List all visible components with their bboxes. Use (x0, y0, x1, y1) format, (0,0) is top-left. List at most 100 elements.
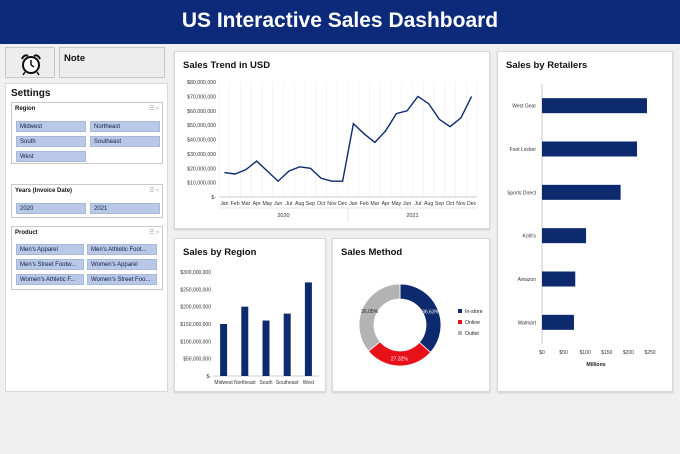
slicer-filter-icons[interactable]: ☰ ▿ (148, 230, 159, 236)
y-tick-label: $50,000,000 (183, 357, 211, 363)
sales-method-title: Sales Method (341, 247, 403, 258)
x-tick-label: Jul (415, 201, 422, 207)
region-bar (283, 313, 291, 376)
region-slicer: Region ☰ ▿ Midwest Northeast South South… (11, 102, 163, 164)
y-tick-label: $30,000,000 (187, 152, 216, 158)
y-tick-label: $60,000,000 (187, 109, 216, 115)
y-tick-label: Amazon (518, 277, 537, 283)
year-label: 2020 (277, 213, 289, 219)
alarm-clock-icon (21, 54, 41, 76)
product-slicer: Product ☰ ▿ Men's Apparel Men's Athletic… (11, 226, 163, 290)
region-bar (262, 320, 270, 376)
y-tick-label: Walmart (518, 320, 537, 326)
region-chip-southeast[interactable]: Southeast (90, 136, 160, 147)
product-chip[interactable]: Men's Street Footw... (16, 259, 84, 270)
years-slicer-label: Years (Invoice Date) (15, 188, 73, 194)
slicer-filter-icons[interactable]: ☰ ▿ (148, 188, 159, 194)
x-tick-label: Sep (306, 201, 315, 207)
sales-method-panel: Sales Method 36.63% 27.32% 36.05% In-store O… (332, 238, 490, 392)
y-tick-label: $50,000,000 (187, 123, 216, 129)
x-tick-label: Southeast (276, 380, 299, 386)
sales-retailers-panel: Sales by Retailers West Gear Foot Locker S… (497, 51, 673, 392)
x-tick-label: Aug (424, 201, 433, 207)
product-chip[interactable]: Women's Athletic F... (16, 274, 84, 285)
region-slicer-label: Region (15, 106, 36, 112)
alarm-clock-button[interactable] (5, 47, 55, 78)
x-tick-label: Jun (274, 201, 282, 207)
sales-trend-panel: Sales Trend in USD $- $10,000,000 $20,000,… (174, 51, 490, 229)
retailer-bar (542, 184, 621, 200)
sales-trend-title: Sales Trend in USD (183, 60, 271, 71)
x-tick-label: South (259, 380, 272, 386)
region-chip-south[interactable]: South (16, 136, 86, 147)
x-tick-label: Mar (370, 201, 379, 207)
region-chip-west[interactable]: West (16, 151, 86, 162)
retailer-bar (542, 228, 587, 244)
donut-slice (399, 283, 442, 353)
x-tick-label: $0 (539, 350, 545, 356)
sales-retailers-title: Sales by Retailers (506, 60, 588, 71)
x-tick-label: Mar (241, 201, 250, 207)
year-chip-2020[interactable]: 2020 (16, 203, 86, 214)
x-tick-label: $250 (644, 350, 655, 356)
x-tick-label: Dec (467, 201, 477, 207)
x-tick-label: Apr (382, 201, 390, 207)
x-tick-label: Aug (295, 201, 304, 207)
donut-slice (358, 283, 401, 352)
y-tick-label: Foot Locker (510, 147, 537, 153)
legend-swatch (458, 331, 462, 335)
x-tick-label: $150 (601, 350, 612, 356)
region-bar (304, 282, 312, 376)
sales-region-chart: $- $50,000,000 $100,000,000 $150,000,000 $20… (180, 270, 319, 386)
year-chip-2021[interactable]: 2021 (90, 203, 160, 214)
y-tick-label: $70,000,000 (187, 94, 216, 100)
y-tick-label: $150,000,000 (180, 322, 211, 328)
legend-label: Online (465, 320, 480, 326)
slicer-filter-icons[interactable]: ☰ ▿ (148, 106, 159, 112)
x-tick-label: Nov (327, 201, 337, 207)
y-tick-label: $250,000,000 (180, 287, 211, 293)
slice-percent-label: 36.63% (422, 309, 440, 315)
legend-label: In-store (465, 309, 483, 315)
x-tick-label: Feb (231, 201, 240, 207)
x-tick-label: Sep (435, 201, 444, 207)
y-tick-label: $40,000,000 (187, 138, 216, 144)
note-box[interactable]: Note (59, 47, 165, 78)
sales-region-panel: Sales by Region $- $50,000,000 $100,000,00… (174, 238, 326, 392)
x-tick-label: Oct (446, 201, 455, 207)
x-tick-label: Jan (220, 201, 228, 207)
region-chip-midwest[interactable]: Midwest (16, 121, 86, 132)
y-tick-label: $80,000,000 (187, 80, 216, 86)
y-tick-label: Sports Direct (507, 190, 537, 196)
x-tick-label: Apr (253, 201, 261, 207)
y-tick-label: $- (207, 374, 212, 380)
x-tick-label: $50 (559, 350, 568, 356)
product-chip[interactable]: Men's Apparel (16, 244, 84, 255)
product-chip[interactable]: Women's Street Foo... (87, 274, 157, 285)
dashboard-header: US Interactive Sales Dashboard (0, 0, 680, 44)
slice-percent-label: 36.05% (361, 309, 379, 315)
x-tick-label: Jun (403, 201, 411, 207)
x-tick-label: $200 (623, 350, 634, 356)
region-bar (220, 324, 228, 376)
product-chip[interactable]: Men's Athletic Foot... (87, 244, 157, 255)
y-tick-label: $20,000,000 (187, 166, 216, 172)
product-chip[interactable]: Women's Apparel (87, 259, 157, 270)
x-tick-label: West (303, 380, 315, 386)
y-tick-label: $300,000,000 (180, 270, 211, 276)
years-slicer: Years (Invoice Date) ☰ ▿ 2020 2021 (11, 184, 163, 218)
y-tick-label: $- (211, 195, 216, 201)
x-tick-label: May (262, 201, 272, 207)
region-chip-northeast[interactable]: Northeast (90, 121, 160, 132)
y-tick-label: Kohl's (523, 234, 537, 240)
product-slicer-label: Product (15, 230, 38, 236)
retailer-bar (542, 314, 574, 330)
legend-label: Outlet (465, 331, 479, 337)
x-tick-label: Dec (338, 201, 348, 207)
x-tick-label: May (391, 201, 401, 207)
dashboard-title: US Interactive Sales Dashboard (181, 9, 499, 32)
sales-method-chart: 36.63% 27.32% 36.05% In-store Online Outlet (358, 283, 483, 367)
y-tick-label: West Gear (512, 104, 536, 110)
x-tick-label: Jul (286, 201, 293, 207)
x-tick-label: Nov (456, 201, 466, 207)
